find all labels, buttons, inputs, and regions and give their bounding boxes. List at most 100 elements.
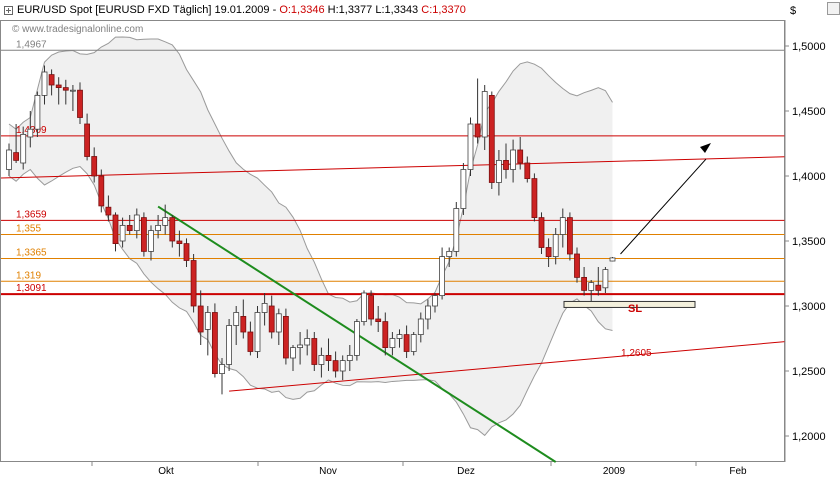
candle-body bbox=[62, 87, 69, 91]
candle-body bbox=[297, 344, 304, 348]
candle-body bbox=[524, 162, 531, 179]
candle-body bbox=[403, 334, 410, 352]
candle-body bbox=[474, 123, 481, 138]
candle-body bbox=[233, 312, 240, 326]
candle-body bbox=[460, 169, 467, 209]
candle-body bbox=[495, 159, 502, 183]
candle-body bbox=[453, 208, 460, 252]
candle-body bbox=[552, 234, 559, 258]
candle-body bbox=[197, 305, 204, 333]
y-tick-label: 1,3000 bbox=[792, 301, 826, 313]
target-arrow-head bbox=[700, 143, 711, 153]
candle-body bbox=[588, 282, 595, 291]
candle-body bbox=[126, 224, 133, 231]
candle-body bbox=[389, 338, 396, 348]
candle-body bbox=[410, 334, 417, 352]
level-label: 1,3659 bbox=[16, 209, 47, 220]
band-fill bbox=[9, 37, 613, 436]
candle-body bbox=[446, 250, 453, 257]
candle-body bbox=[368, 295, 375, 320]
candle-body bbox=[503, 159, 509, 170]
low-value: L:1,3343 bbox=[375, 4, 419, 16]
level-label: 1,3365 bbox=[16, 248, 47, 259]
upper-band bbox=[8, 36, 613, 305]
candle-body bbox=[105, 206, 112, 216]
x-tick-label: Dez bbox=[457, 466, 475, 477]
candle-body bbox=[439, 256, 446, 297]
candle-body bbox=[133, 214, 140, 231]
candle-body bbox=[595, 284, 602, 291]
x-tick-label: Feb bbox=[729, 466, 747, 477]
candle-body bbox=[219, 364, 225, 374]
candle-body bbox=[304, 338, 311, 346]
candle-body bbox=[84, 123, 90, 157]
currency-label: $ bbox=[790, 5, 796, 17]
candle-body bbox=[169, 217, 176, 242]
candle-body bbox=[346, 354, 353, 361]
candle-body bbox=[417, 318, 424, 335]
candle-body bbox=[602, 269, 609, 289]
level-label: 1,319 bbox=[16, 270, 41, 281]
chart-header: EUR/USD Spot [EURUSD FXD Täglich] 19.01.… bbox=[0, 0, 785, 20]
candle-body bbox=[98, 175, 105, 207]
x-tick-label: Okt bbox=[158, 466, 174, 477]
candle-body bbox=[275, 313, 282, 333]
lower-channel-line bbox=[229, 341, 786, 392]
bollinger-bands bbox=[8, 36, 613, 437]
watermark: © www.tradesignalonline.com bbox=[12, 24, 143, 35]
candle-body bbox=[382, 321, 389, 349]
candle-body bbox=[332, 360, 339, 372]
candle-body bbox=[226, 325, 233, 365]
candle-body bbox=[609, 257, 616, 262]
y-tick-label: 1,4000 bbox=[792, 171, 826, 183]
symbol-label: EUR/USD Spot [EURUSD FXD bbox=[17, 4, 170, 16]
candle-body bbox=[34, 95, 41, 130]
candle-body bbox=[290, 347, 296, 359]
y-tick-label: 1,2000 bbox=[792, 431, 826, 443]
stop-loss-label: SL bbox=[628, 303, 642, 315]
candle-body bbox=[176, 240, 183, 244]
candle-body bbox=[13, 152, 20, 161]
candle-body bbox=[432, 295, 438, 307]
instrument-icon bbox=[4, 5, 13, 15]
candle-body bbox=[155, 224, 162, 231]
y-tick-label: 1,2500 bbox=[792, 366, 826, 378]
candle-body bbox=[424, 305, 431, 320]
high-value: H:1,3377 bbox=[327, 4, 373, 16]
level-label: 1,3091 bbox=[16, 283, 47, 294]
candles bbox=[6, 65, 616, 395]
candle-body bbox=[162, 217, 169, 226]
candle-body bbox=[119, 224, 126, 242]
candle-body bbox=[545, 247, 552, 257]
candle-body bbox=[190, 260, 197, 307]
candle-body bbox=[254, 312, 261, 352]
lower-band bbox=[8, 165, 613, 437]
candle-body bbox=[538, 217, 545, 248]
candle-body bbox=[27, 128, 34, 138]
candle-body bbox=[531, 178, 538, 219]
x-tick-label: Nov bbox=[319, 466, 337, 477]
candle-body bbox=[70, 89, 76, 92]
period-label: Täglich] bbox=[172, 4, 212, 16]
lower-channel-label: 1,2605 bbox=[621, 348, 652, 359]
candle-body bbox=[467, 123, 474, 170]
upper-channel-line bbox=[0, 156, 786, 179]
candle-body bbox=[261, 302, 268, 313]
level-label: 1,4967 bbox=[16, 39, 47, 50]
candle-body bbox=[318, 354, 325, 365]
candle-body bbox=[211, 312, 218, 374]
target-arrow-line bbox=[620, 158, 707, 255]
candle-body bbox=[339, 360, 346, 372]
candle-body bbox=[268, 305, 275, 333]
candle-body bbox=[488, 95, 495, 183]
candle-body bbox=[481, 91, 488, 138]
level-label: 1,355 bbox=[16, 224, 41, 235]
candle-body bbox=[361, 292, 367, 323]
y-tick-label: 1,4500 bbox=[792, 106, 826, 118]
candle-body bbox=[375, 318, 382, 322]
candle-body bbox=[247, 331, 254, 352]
annotations: SL 1,2605 bbox=[563, 143, 711, 359]
stop-loss-box bbox=[563, 300, 696, 308]
y-axis: 1,2000 1,2500 1,3000 1,3500 1,4000 1,4500 1,50… bbox=[784, 20, 826, 462]
